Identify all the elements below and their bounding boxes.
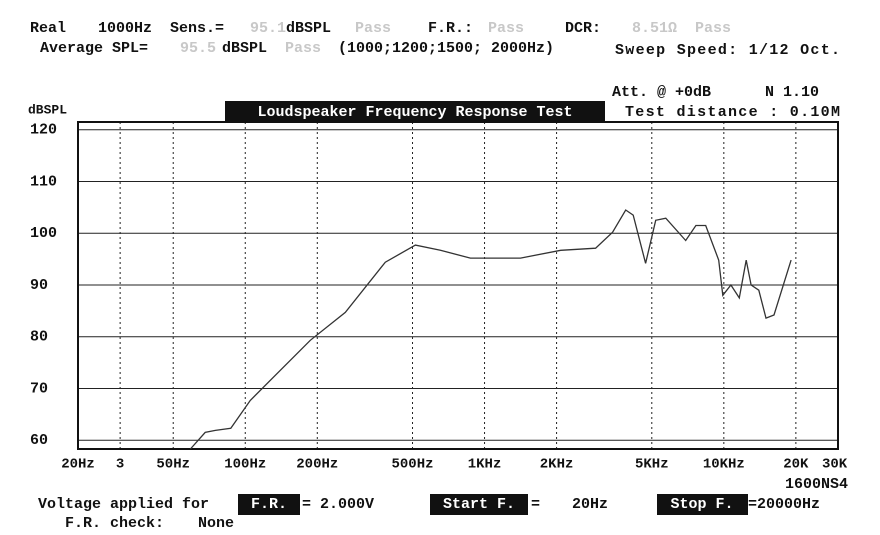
- stop-value: =20000Hz: [748, 496, 820, 513]
- chart-title: Loudspeaker Frequency Response Test: [257, 104, 572, 121]
- avg-unit: dBSPL: [222, 40, 267, 57]
- x-tick-label: 100Hz: [224, 457, 266, 473]
- freq: 1000Hz: [98, 20, 152, 37]
- x-tick-label: 30K: [822, 457, 848, 473]
- att: Att. @ +0dB: [612, 84, 711, 101]
- x-tick-label: 5KHz: [635, 457, 669, 473]
- dcr-status: Pass: [695, 20, 731, 37]
- y-tick-label: 70: [30, 380, 48, 397]
- y-axis-label: dBSPL: [28, 102, 67, 117]
- check-label: F.R. check:: [65, 515, 164, 532]
- x-tick-label: 1KHz: [468, 457, 502, 473]
- start-eq: =: [531, 496, 540, 513]
- x-tick-label: 20Hz: [61, 457, 95, 473]
- x-tick-label: 10KHz: [703, 457, 745, 473]
- voltage-value: = 2.000V: [302, 496, 374, 513]
- dcr-label: DCR:: [565, 20, 601, 37]
- avg-status: Pass: [285, 40, 321, 57]
- x-tick-label: 50Hz: [156, 457, 190, 473]
- check-value: None: [198, 515, 234, 532]
- sens-label: Sens.=: [170, 20, 224, 37]
- start-button[interactable]: [430, 494, 528, 515]
- y-tick-label: 100: [30, 225, 57, 242]
- y-tick-label: 120: [30, 122, 57, 139]
- y-tick-label: 80: [30, 329, 48, 346]
- start-value: 20Hz: [572, 496, 608, 513]
- y-tick-label: 90: [30, 277, 48, 294]
- sens-value: 95.1: [250, 20, 286, 37]
- x-tick-label: 2KHz: [540, 457, 574, 473]
- x-tick-label: 3: [116, 457, 124, 473]
- fr-label: F.R.:: [428, 20, 473, 37]
- fr-status: Pass: [488, 20, 524, 37]
- fr-button-label: F.R.: [251, 496, 287, 513]
- avg-value: 95.5: [180, 40, 216, 57]
- x-tick-label: 20K: [783, 457, 809, 473]
- title-box: [225, 101, 605, 123]
- distance: Test distance : 0.10M: [625, 104, 840, 121]
- voltage-label: Voltage applied for: [38, 496, 209, 513]
- dcr-value: 8.51Ω: [632, 20, 677, 37]
- version: N 1.10: [765, 84, 819, 101]
- start-button-label: Start F.: [443, 496, 515, 513]
- sens-unit: dBSPL: [286, 20, 331, 37]
- x-tick-label: 500Hz: [392, 457, 434, 473]
- response-curve: [189, 209, 792, 450]
- mode: Real: [30, 20, 66, 37]
- model: 1600NS4: [785, 476, 848, 493]
- sweep: Sweep Speed: 1/12 Oct.: [615, 42, 840, 59]
- y-tick-label: 60: [30, 432, 48, 449]
- x-tick-label: 200Hz: [296, 457, 338, 473]
- plot-frame: [77, 121, 839, 450]
- y-tick-label: 110: [30, 173, 57, 190]
- avg-freqs: (1000;1200;1500; 2000Hz): [338, 40, 554, 57]
- stop-button-label: Stop F.: [670, 496, 733, 513]
- avg-label: Average SPL=: [40, 40, 148, 57]
- stop-button[interactable]: [657, 494, 748, 515]
- fr-button[interactable]: [238, 494, 300, 515]
- sens-status: Pass: [355, 20, 391, 37]
